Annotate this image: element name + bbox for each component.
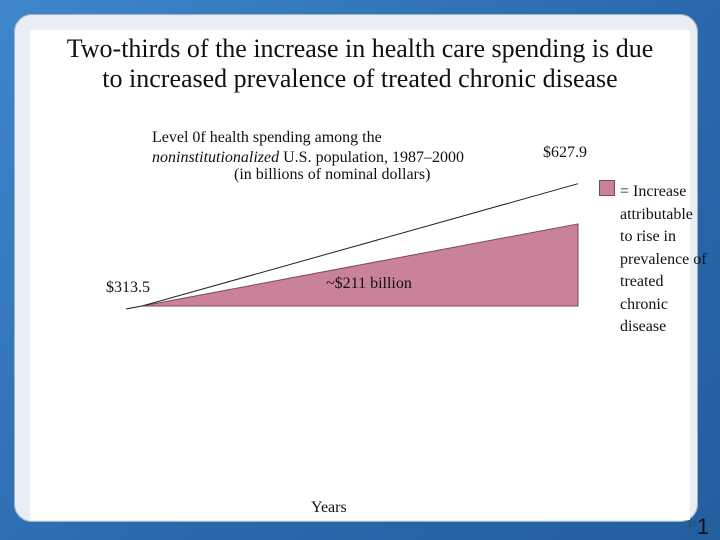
legend-line: = Increase: [620, 183, 687, 200]
subtitle-line-2: noninstitutionalized U.S. population, 19…: [152, 148, 464, 168]
legend-line: disease: [620, 318, 667, 335]
subtitle-line-1: Level 0f health spending among the: [152, 129, 382, 146]
title-line-2: to increased prevalence of treated chron…: [102, 64, 618, 93]
x-axis-label: Years: [311, 499, 347, 516]
chart-subtitle: Level 0f health spending among the nonin…: [152, 128, 464, 168]
increase-area: [141, 223, 579, 307]
start-value-label: $313.5: [106, 279, 150, 296]
legend-line: attributable: [620, 205, 693, 223]
slide-number: 17: [688, 520, 696, 529]
legend-line: chronic: [620, 295, 668, 313]
area-value-label: ~$211 billion: [326, 275, 412, 292]
title-line-1: Two-thirds of the increase in health car…: [66, 34, 654, 63]
end-value-label: $627.9: [543, 144, 587, 161]
start-tick: [125, 305, 143, 310]
subtitle-italic: noninstitutionalized: [152, 149, 280, 166]
legend-swatch: [599, 180, 615, 196]
legend-line: treated: [620, 273, 664, 290]
slide-title: Two-thirds of the increase in health car…: [30, 34, 690, 94]
legend-text: = Increase attributable to rise in preva…: [620, 181, 720, 339]
total-spending-line: [141, 183, 579, 307]
subtitle-rest: U.S. population, 1987–2000: [279, 149, 465, 166]
legend-line: to rise in: [620, 228, 676, 245]
legend-line: prevalence of: [620, 250, 707, 268]
chart-units: (in billions of nominal dollars): [234, 166, 431, 183]
page-number: 1: [697, 514, 710, 539]
